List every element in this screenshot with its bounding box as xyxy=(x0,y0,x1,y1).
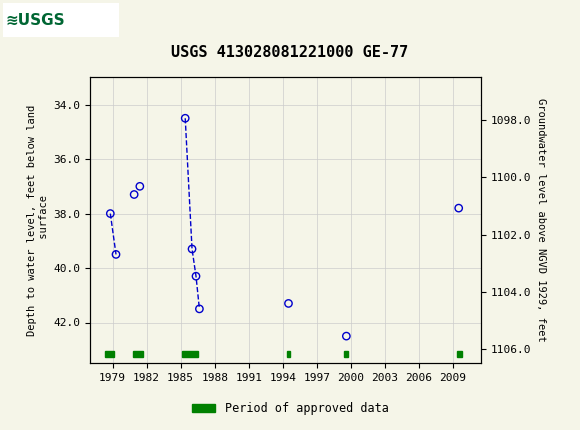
Bar xyxy=(457,351,462,357)
Point xyxy=(135,183,144,190)
Point xyxy=(111,251,121,258)
Point xyxy=(284,300,293,307)
Bar xyxy=(287,351,290,357)
Y-axis label: Depth to water level, feet below land
 surface: Depth to water level, feet below land su… xyxy=(27,105,49,336)
Y-axis label: Groundwater level above NGVD 1929, feet: Groundwater level above NGVD 1929, feet xyxy=(535,98,546,342)
Bar xyxy=(104,351,114,357)
Bar xyxy=(343,351,348,357)
Bar xyxy=(133,351,143,357)
Bar xyxy=(3,3,119,37)
Point xyxy=(106,210,115,217)
Point xyxy=(342,333,351,340)
Text: ≋USGS: ≋USGS xyxy=(6,12,66,28)
Point xyxy=(187,246,197,252)
Legend: Period of approved data: Period of approved data xyxy=(187,397,393,420)
Point xyxy=(454,205,463,212)
Point xyxy=(191,273,201,280)
Bar xyxy=(182,351,198,357)
Point xyxy=(180,115,190,122)
Point xyxy=(195,305,204,312)
Point xyxy=(129,191,139,198)
Text: USGS 413028081221000 GE-77: USGS 413028081221000 GE-77 xyxy=(171,45,409,60)
